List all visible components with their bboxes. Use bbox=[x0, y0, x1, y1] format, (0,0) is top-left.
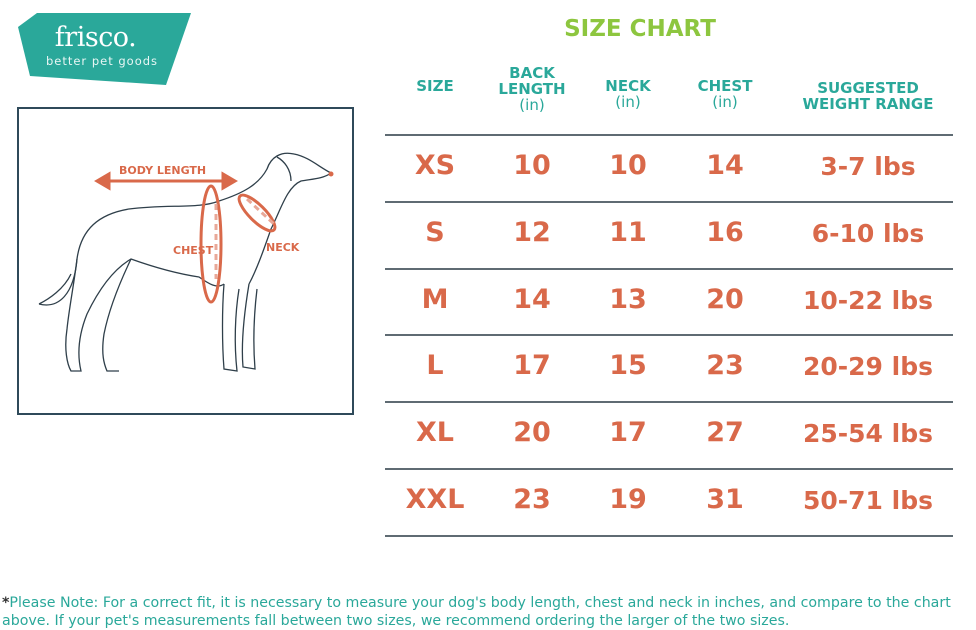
header-label: SIZE bbox=[416, 77, 454, 95]
row-divider bbox=[385, 267, 953, 270]
table-cell: 16 bbox=[706, 216, 744, 248]
table-cell: 3-7 lbs bbox=[820, 152, 916, 181]
table-cell: 31 bbox=[706, 484, 744, 515]
table-cell: 15 bbox=[609, 350, 647, 382]
dog-outline-icon bbox=[38, 152, 334, 372]
row-divider bbox=[385, 401, 953, 404]
column-header: CHEST (in) bbox=[680, 78, 770, 110]
table-cell: 20 bbox=[706, 283, 744, 315]
table-cell: 17 bbox=[609, 417, 647, 449]
row-divider bbox=[385, 200, 953, 203]
header-label: CHEST bbox=[697, 77, 753, 95]
column-header: NECK (in) bbox=[583, 78, 673, 110]
header-label: BACK LENGTH bbox=[498, 64, 566, 98]
table-cell: 14 bbox=[706, 150, 744, 181]
table-cell: 6-10 lbs bbox=[811, 218, 925, 248]
table-cell: 20 bbox=[513, 417, 551, 449]
table-cell: 14 bbox=[513, 283, 551, 315]
table-cell: 13 bbox=[609, 283, 647, 315]
header-label: SUGGESTED WEIGHT RANGE bbox=[802, 79, 934, 113]
table-cell: 23 bbox=[706, 350, 744, 382]
table-cell: 50-71 lbs bbox=[802, 486, 933, 515]
column-header: BACK LENGTH (in) bbox=[482, 65, 582, 113]
table-cell: M bbox=[421, 283, 449, 315]
neck-label: NECK bbox=[266, 241, 300, 254]
table-cell: XXL bbox=[405, 484, 465, 515]
note-text: Please Note: For a correct fit, it is ne… bbox=[2, 595, 951, 629]
column-header: SUGGESTED WEIGHT RANGE bbox=[788, 80, 948, 112]
row-divider bbox=[385, 468, 953, 470]
row-divider bbox=[385, 534, 953, 537]
table-cell: 10-22 lbs bbox=[802, 285, 933, 315]
logo-brand: frisco. bbox=[54, 22, 137, 53]
table-cell: 27 bbox=[706, 417, 744, 449]
dog-measurement-illustration: BODY LENGTH CHEST NECK bbox=[17, 107, 354, 415]
logo-badge-shape bbox=[18, 13, 191, 85]
row-divider bbox=[385, 134, 953, 136]
body-length-label: BODY LENGTH bbox=[119, 164, 207, 177]
table-cell: XS bbox=[414, 150, 456, 181]
note-asterisk: * bbox=[2, 595, 10, 611]
size-chart-title: SIZE CHART bbox=[564, 16, 716, 42]
table-cell: 17 bbox=[513, 350, 551, 382]
table-cell: 19 bbox=[609, 484, 647, 515]
table-cell: 20-29 lbs bbox=[802, 352, 933, 382]
table-cell: S bbox=[425, 216, 445, 248]
table-cell: 23 bbox=[513, 484, 551, 515]
table-cell: 11 bbox=[609, 216, 647, 248]
chest-label: CHEST bbox=[173, 244, 214, 257]
table-cell: XL bbox=[415, 417, 455, 449]
column-header: SIZE bbox=[390, 78, 480, 94]
header-unit: (in) bbox=[615, 93, 641, 111]
logo-tagline: better pet goods bbox=[45, 54, 159, 68]
table-cell: 10 bbox=[609, 150, 647, 181]
table-cell: 10 bbox=[513, 150, 551, 181]
row-divider bbox=[385, 334, 953, 337]
table-cell: 12 bbox=[513, 216, 551, 248]
table-cell: L bbox=[426, 350, 444, 382]
frisco-logo: frisco. better pet goods bbox=[18, 13, 191, 85]
header-unit: (in) bbox=[712, 93, 738, 111]
table-cell: 25-54 lbs bbox=[802, 419, 933, 449]
header-unit: (in) bbox=[519, 96, 545, 114]
fit-note: *Please Note: For a correct fit, it is n… bbox=[2, 594, 976, 630]
header-label: NECK bbox=[605, 77, 651, 95]
